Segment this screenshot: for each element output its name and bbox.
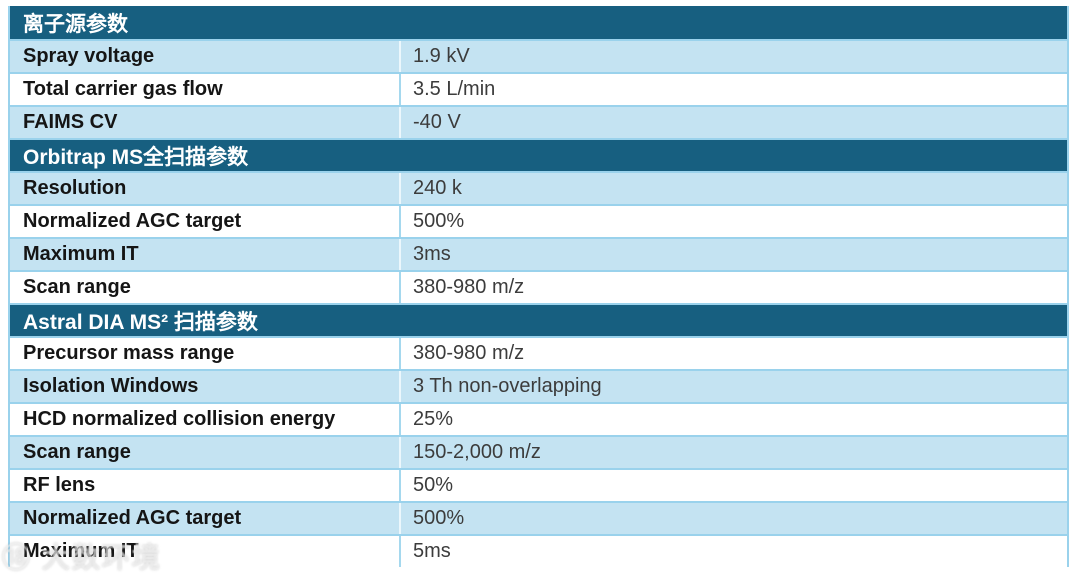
section-header-row-orbitrap: Orbitrap MS全扫描参数 [10,138,1067,171]
table-row: Resolution 240 k [10,171,1067,204]
section-title: Orbitrap MS全扫描参数 [23,145,249,169]
section-header-row-ion-source: 离子源参数 [10,6,1067,39]
param-label: Normalized AGC target [23,210,242,232]
param-label: Resolution [23,177,127,199]
param-value: 500% [399,206,1067,237]
table-row: FAIMS CV -40 V [10,105,1067,138]
param-value: 150-2,000 m/z [399,437,1067,468]
table-row: Scan range 380-980 m/z [10,270,1067,303]
table-row: Spray voltage 1.9 kV [10,39,1067,72]
section-title: Astral DIA MS² 扫描参数 [23,310,258,334]
table-row: Normalized AGC target 500% [10,204,1067,237]
param-label: Scan range [23,276,131,298]
param-value: 380-980 m/z [399,272,1067,303]
param-value: 50% [399,470,1067,501]
table-row: Maximum IT 5ms [10,534,1067,567]
param-value: 240 k [399,173,1067,204]
table-row: Isolation Windows 3 Th non-overlapping [10,369,1067,402]
param-label: FAIMS CV [23,111,118,133]
param-label: RF lens [23,474,96,496]
param-value: 3 Th non-overlapping [399,371,1067,402]
param-value: 25% [399,404,1067,435]
param-value: 380-980 m/z [399,338,1067,369]
param-label: Spray voltage [23,45,155,67]
table-row: RF lens 50% [10,468,1067,501]
param-label: HCD normalized collision energy [23,408,336,430]
param-value: 5ms [399,536,1067,567]
param-value: -40 V [399,107,1067,138]
table-row: Normalized AGC target 500% [10,501,1067,534]
table-row: Maximum IT 3ms [10,237,1067,270]
param-label: Maximum IT [23,243,139,265]
param-label: Precursor mass range [23,342,235,364]
table-row: Total carrier gas flow 3.5 L/min [10,72,1067,105]
param-value: 3ms [399,239,1067,270]
param-label: Scan range [23,441,131,463]
param-label: Maximum IT [23,540,139,562]
section-header-row-astral-dia: Astral DIA MS² 扫描参数 [10,303,1067,336]
param-label: Isolation Windows [23,375,199,397]
table-row: Precursor mass range 380-980 m/z [10,336,1067,369]
table-row: HCD normalized collision energy 25% [10,402,1067,435]
param-label: Total carrier gas flow [23,78,223,100]
param-value: 1.9 kV [399,41,1067,72]
parameters-table: 离子源参数 Spray voltage 1.9 kV Total carrier… [8,6,1069,567]
param-value: 500% [399,503,1067,534]
section-title: 离子源参数 [23,12,128,36]
param-value: 3.5 L/min [399,74,1067,105]
param-label: Normalized AGC target [23,507,242,529]
table-row: Scan range 150-2,000 m/z [10,435,1067,468]
